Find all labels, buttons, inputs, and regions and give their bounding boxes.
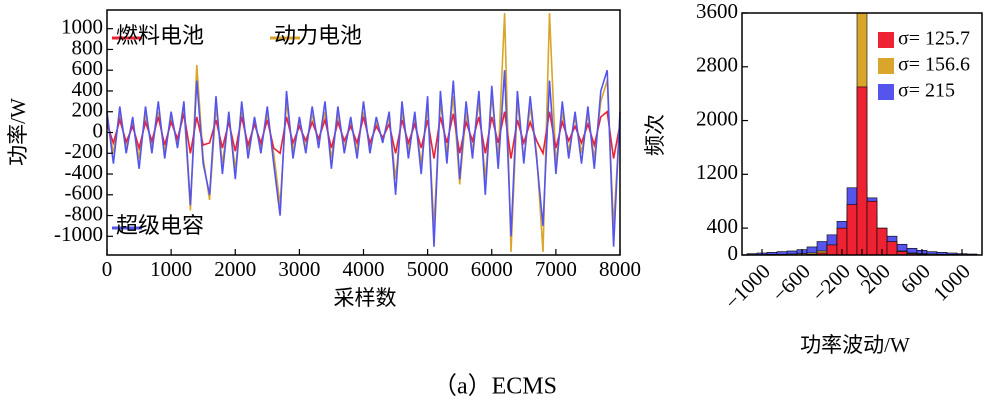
x-tick-label: 600 [896, 259, 935, 298]
x-tick-label: 7000 [535, 257, 577, 281]
x-tick-label: 1000 [928, 259, 975, 306]
x-axis-label: 采样数 [334, 286, 397, 310]
legend-swatch [878, 58, 894, 74]
y-tick-label: 600 [72, 56, 104, 80]
histogram-bar [826, 244, 838, 256]
y-tick-label: -200 [65, 139, 104, 163]
x-tick-label: 5000 [407, 257, 449, 281]
histogram-bar [866, 200, 878, 256]
x-tick-label: 3000 [278, 257, 320, 281]
histogram-bar [856, 86, 868, 256]
x-tick-label: 4000 [343, 257, 385, 281]
y-tick-label: -400 [65, 160, 104, 184]
x-tick-label: 6000 [471, 257, 513, 281]
histogram-bar [886, 241, 898, 256]
series-line [106, 110, 621, 159]
y-tick-label: 2000 [696, 106, 738, 130]
y-tick-label: 0 [728, 241, 739, 265]
y-tick-label: 0 [93, 118, 104, 142]
x-tick-label: −200 [807, 259, 855, 307]
legend-swatch [878, 32, 894, 48]
y-tick-label: 1200 [696, 160, 738, 184]
legend-label: σ= 156.6 [898, 54, 970, 76]
x-axis-label: 功率波动/W [800, 333, 910, 357]
legend-swatch [878, 84, 894, 100]
y-axis-label: 频次 [643, 114, 667, 156]
y-tick-label: -800 [65, 201, 104, 225]
series-line [106, 69, 621, 247]
y-tick-label: -1000 [54, 222, 103, 246]
x-tick-label: −600 [767, 259, 815, 307]
y-tick-label: 400 [72, 77, 104, 101]
caption: （a）ECMS [433, 374, 557, 400]
legend-label: σ= 125.7 [898, 28, 970, 50]
x-tick-label: 1000 [150, 257, 192, 281]
y-tick-label: 1000 [61, 14, 103, 38]
y-tick-label: 200 [72, 98, 104, 122]
legend-label: 超级电容 [116, 213, 204, 238]
legend-label: 动力电池 [274, 23, 362, 48]
x-tick-label: 8000 [599, 257, 641, 281]
y-axis-label: 功率/W [6, 98, 30, 166]
y-tick-label: -600 [65, 181, 104, 205]
y-tick-label: 400 [707, 214, 739, 238]
legend-label: 燃料电池 [116, 23, 204, 48]
histogram-bar [846, 204, 858, 256]
y-tick-label: 3600 [696, 0, 738, 23]
legend-label: σ= 215 [898, 80, 955, 102]
x-tick-label: 0 [102, 257, 113, 281]
y-tick-label: 800 [72, 35, 104, 59]
y-tick-label: 2800 [696, 53, 738, 77]
x-tick-label: −1000 [720, 259, 775, 314]
x-tick-label: 2000 [214, 257, 256, 281]
